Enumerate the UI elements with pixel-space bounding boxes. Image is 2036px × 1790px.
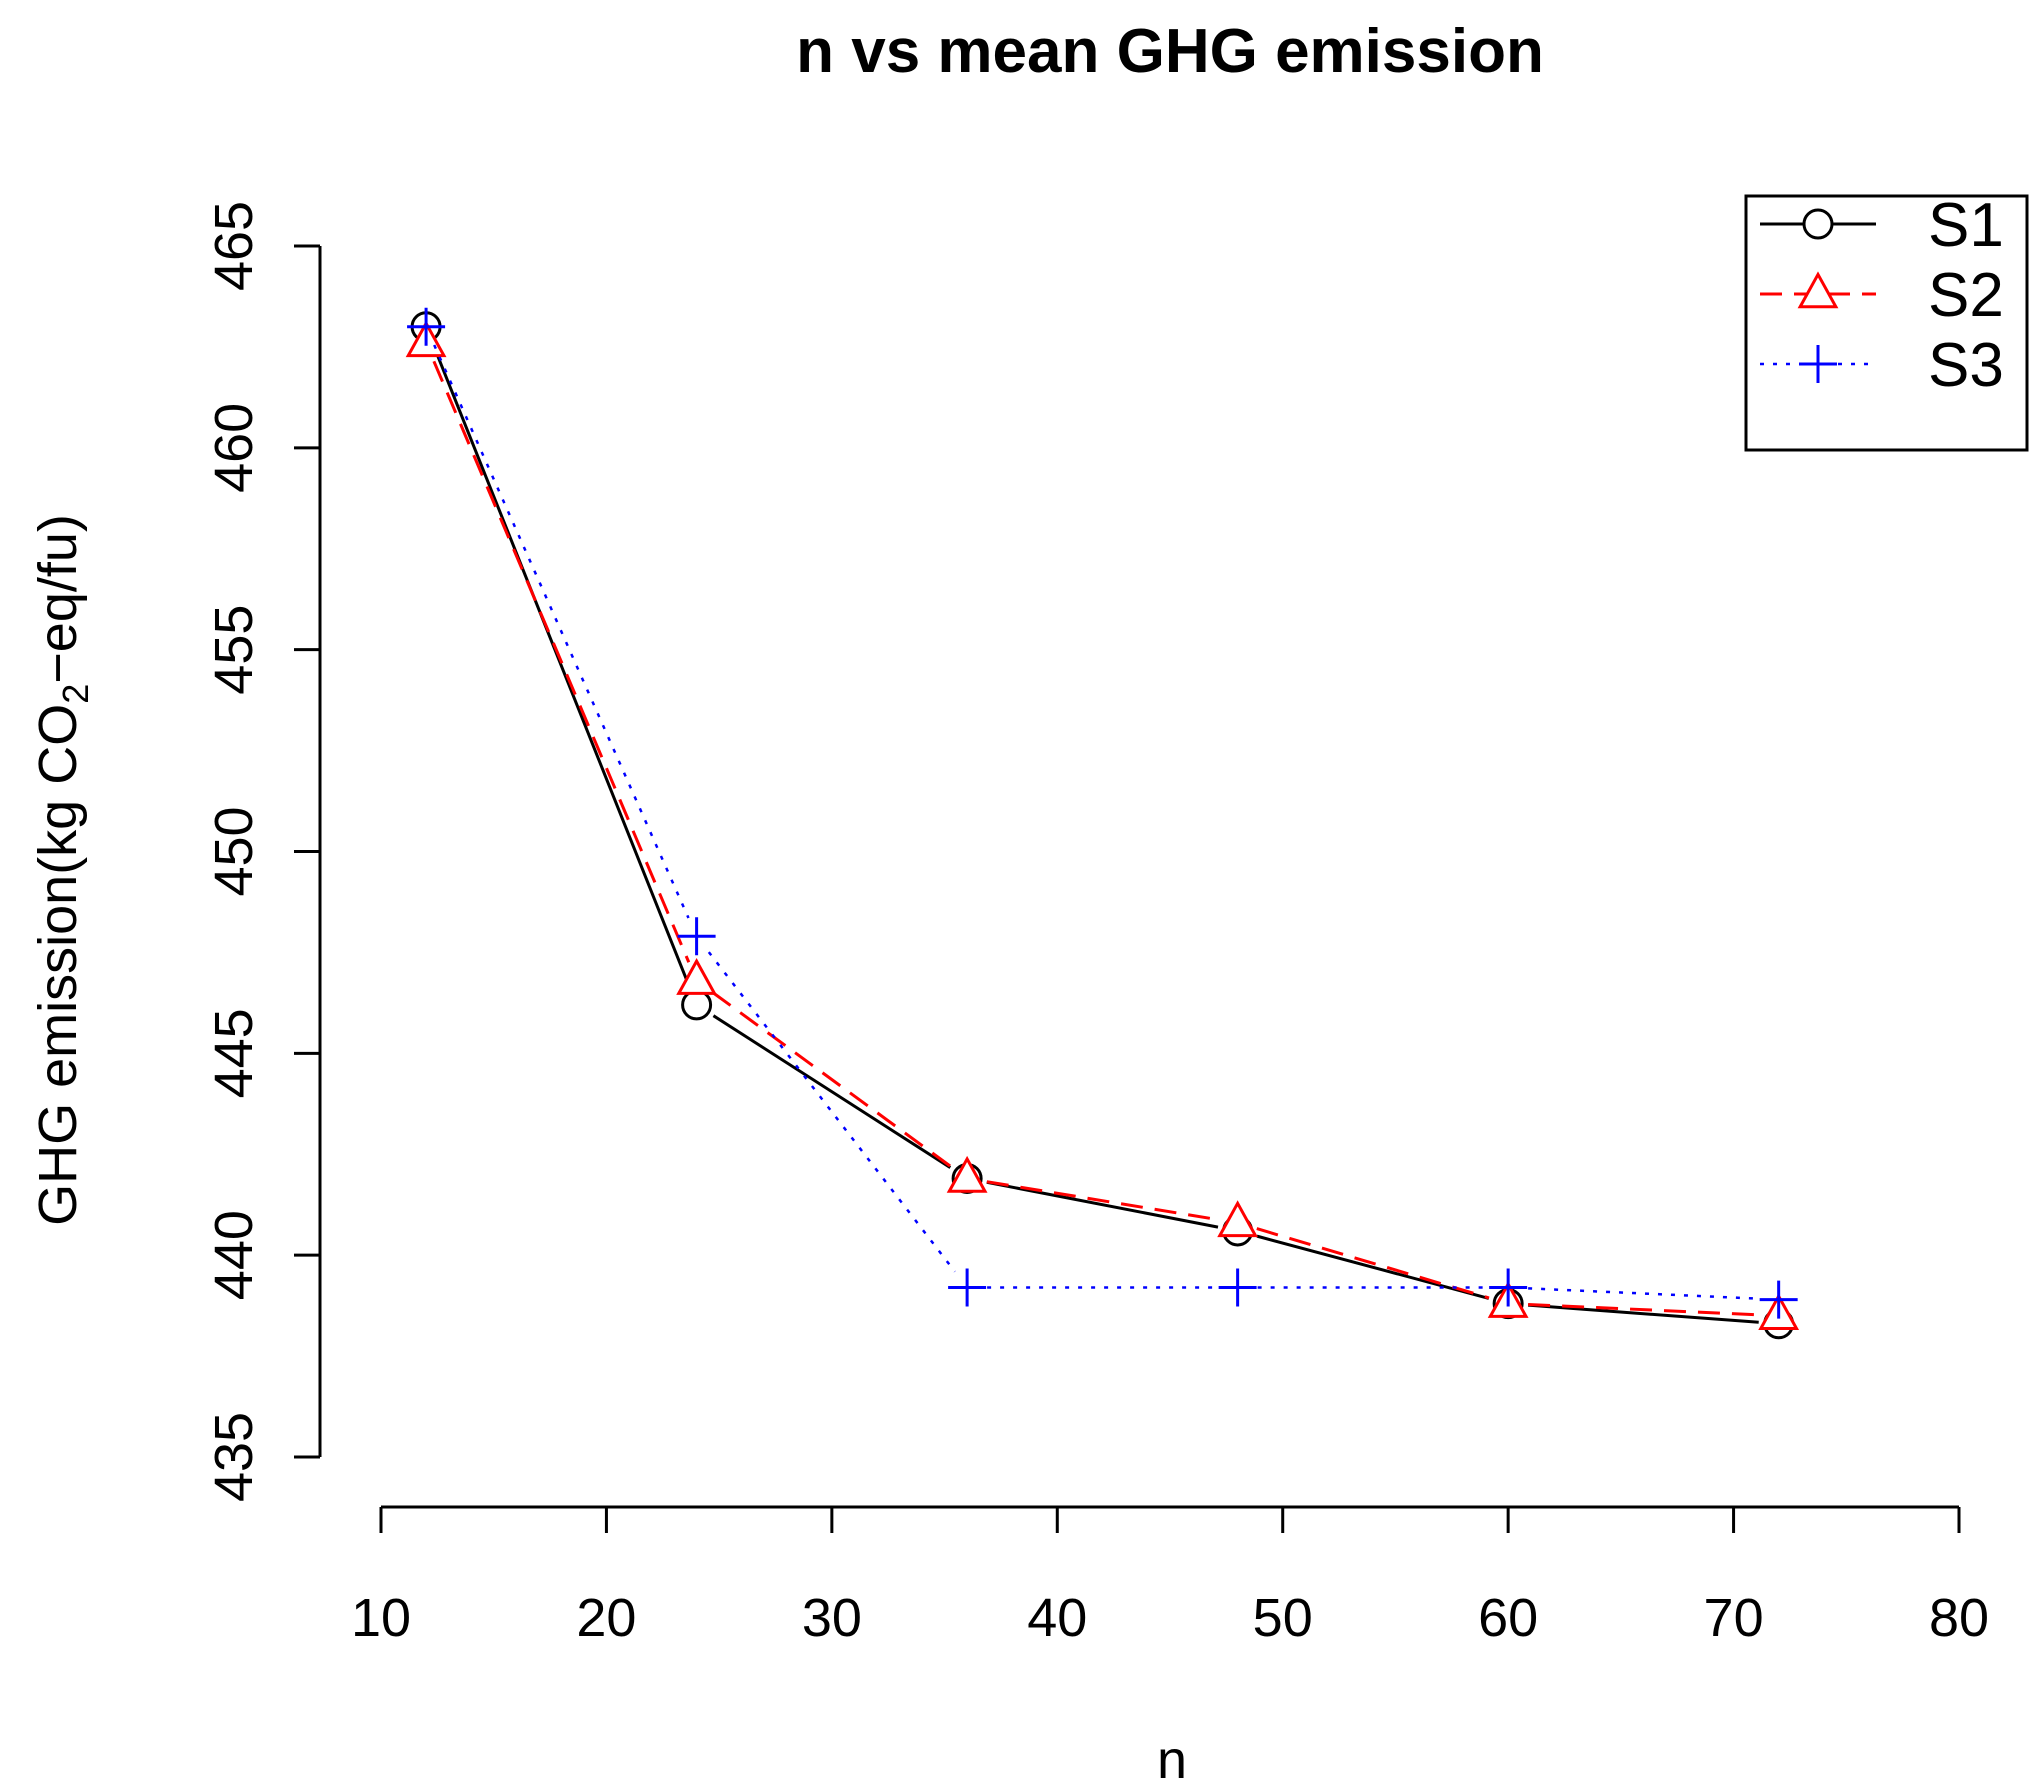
legend-marker-s1	[1802, 208, 1834, 240]
y-tick-label: 445	[204, 1008, 264, 1098]
y-axis-label-subscript: 2	[55, 684, 96, 704]
x-tick-label: 70	[1704, 1588, 1764, 1648]
x-tick-label: 40	[1027, 1588, 1087, 1648]
y-axis: 435 440 445 450 455 460 465	[204, 201, 322, 1502]
series-s1-segment	[986, 1180, 1219, 1229]
series-s1-segment	[432, 344, 691, 987]
legend-label-s1: S1	[1928, 191, 2004, 260]
x-axis-label: n	[1157, 1730, 1187, 1790]
y-tick-label: 460	[204, 403, 264, 493]
y-tick-label: 465	[204, 201, 264, 291]
series-s2	[405, 320, 1800, 1330]
series-s1-segment	[1256, 1234, 1490, 1300]
legend-marker-s3	[1799, 345, 1837, 383]
series-s2-segment	[711, 991, 952, 1168]
x-axis: 10 20 30 40 50 60 70 80	[351, 1505, 1989, 1648]
series-s3-segment	[707, 951, 956, 1273]
y-tick-label: 440	[204, 1210, 264, 1300]
series-s3	[407, 307, 1798, 1319]
y-axis-label-suffix: −eq/fu)	[28, 514, 88, 684]
series-s3-point	[1489, 1268, 1528, 1307]
series-s2-segment	[1528, 1303, 1759, 1317]
series-s3-segment	[1528, 1287, 1759, 1300]
plot-area	[405, 307, 1800, 1340]
series-s3-point	[948, 1268, 987, 1307]
series-s3-segment	[433, 344, 690, 919]
x-tick-label: 30	[802, 1588, 862, 1648]
y-axis-label: GHG emission(kg CO2−eq/fu)	[28, 514, 96, 1226]
series-s1-segment	[1527, 1303, 1759, 1324]
y-tick-label: 450	[204, 806, 264, 896]
x-tick-label: 50	[1253, 1588, 1313, 1648]
legend-label-s3: S3	[1928, 331, 2004, 400]
series-s2-point	[946, 1155, 988, 1193]
legend-box	[1744, 194, 2029, 452]
x-tick-label: 10	[351, 1588, 411, 1648]
series-s3-point	[677, 917, 716, 956]
series-s2-point	[1217, 1200, 1259, 1238]
chart-title: n vs mean GHG emission	[796, 17, 1544, 86]
series-s1-point	[681, 989, 713, 1021]
y-tick-label: 455	[204, 605, 264, 695]
series-s3-point	[1759, 1280, 1798, 1319]
y-axis-label-prefix: GHG emission(kg CO	[28, 704, 88, 1226]
x-tick-label: 60	[1478, 1588, 1538, 1648]
series-s2-segment	[1256, 1227, 1490, 1300]
series-s3-point	[407, 307, 446, 346]
legend-marker-s2	[1797, 271, 1839, 309]
series-s2-segment	[432, 360, 691, 963]
series-s2-point	[676, 958, 717, 995]
x-tick-label: 20	[576, 1588, 636, 1648]
series-s1	[410, 311, 1795, 1340]
legend-label-s2: S2	[1928, 261, 2004, 330]
series-s3-point	[1218, 1268, 1257, 1307]
series-s1-segment	[712, 1014, 952, 1169]
series-s2-segment	[986, 1180, 1219, 1222]
x-tick-label: 80	[1929, 1588, 1989, 1648]
y-tick-label: 435	[204, 1412, 264, 1502]
